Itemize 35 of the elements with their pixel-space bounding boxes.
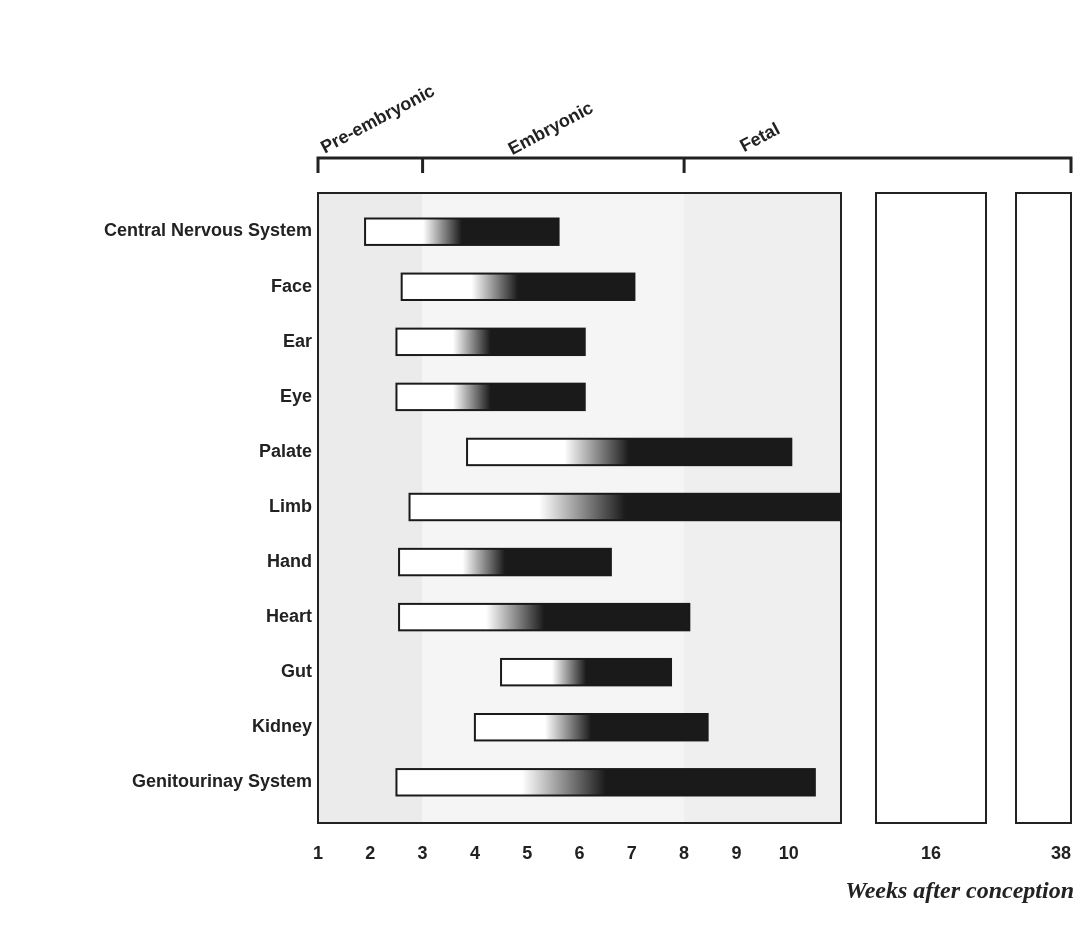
bar (473, 713, 709, 742)
bar (395, 768, 816, 797)
x-tick-label: 4 (469, 843, 480, 863)
bar (400, 272, 636, 301)
x-tick-label: 3 (417, 843, 428, 863)
x-tick-label: 1 (312, 843, 324, 863)
bar (466, 437, 793, 467)
bar (364, 217, 560, 246)
text: 16 (920, 843, 942, 863)
x-tick-label: 8 (679, 843, 690, 863)
x-tick-label: 9 (731, 843, 742, 863)
y-tick-label: Kidney (251, 715, 312, 736)
bar (500, 657, 673, 687)
x-tick-label: 2 (365, 843, 376, 863)
x-axis-title: Weeks after conception (845, 877, 1074, 903)
y-tick-label: Gut (281, 660, 312, 681)
y-tick-label: Palate (258, 440, 312, 461)
y-tick-label: Limb (269, 495, 312, 516)
y-tick-label: Ear (282, 330, 312, 351)
y-tick-label: Central Nervous System (103, 220, 312, 241)
x-tick-label: 7 (626, 843, 637, 863)
text: 38 (1050, 843, 1071, 863)
x-tick-label: 6 (574, 843, 585, 863)
x-tick-label: 10 (778, 843, 799, 863)
y-tick-label: Face (270, 275, 312, 296)
bar (398, 547, 612, 577)
bar (395, 327, 586, 357)
y-tick-label: Eye (279, 385, 312, 406)
x-tick-label: 5 (522, 843, 533, 863)
band-label: Fetal (736, 118, 783, 156)
bar (398, 602, 691, 632)
y-tick-label: Hand (267, 550, 312, 571)
y-tick-label: Genitourinay System (131, 771, 312, 792)
y-tick-label: Heart (265, 605, 312, 626)
bar (395, 382, 586, 412)
